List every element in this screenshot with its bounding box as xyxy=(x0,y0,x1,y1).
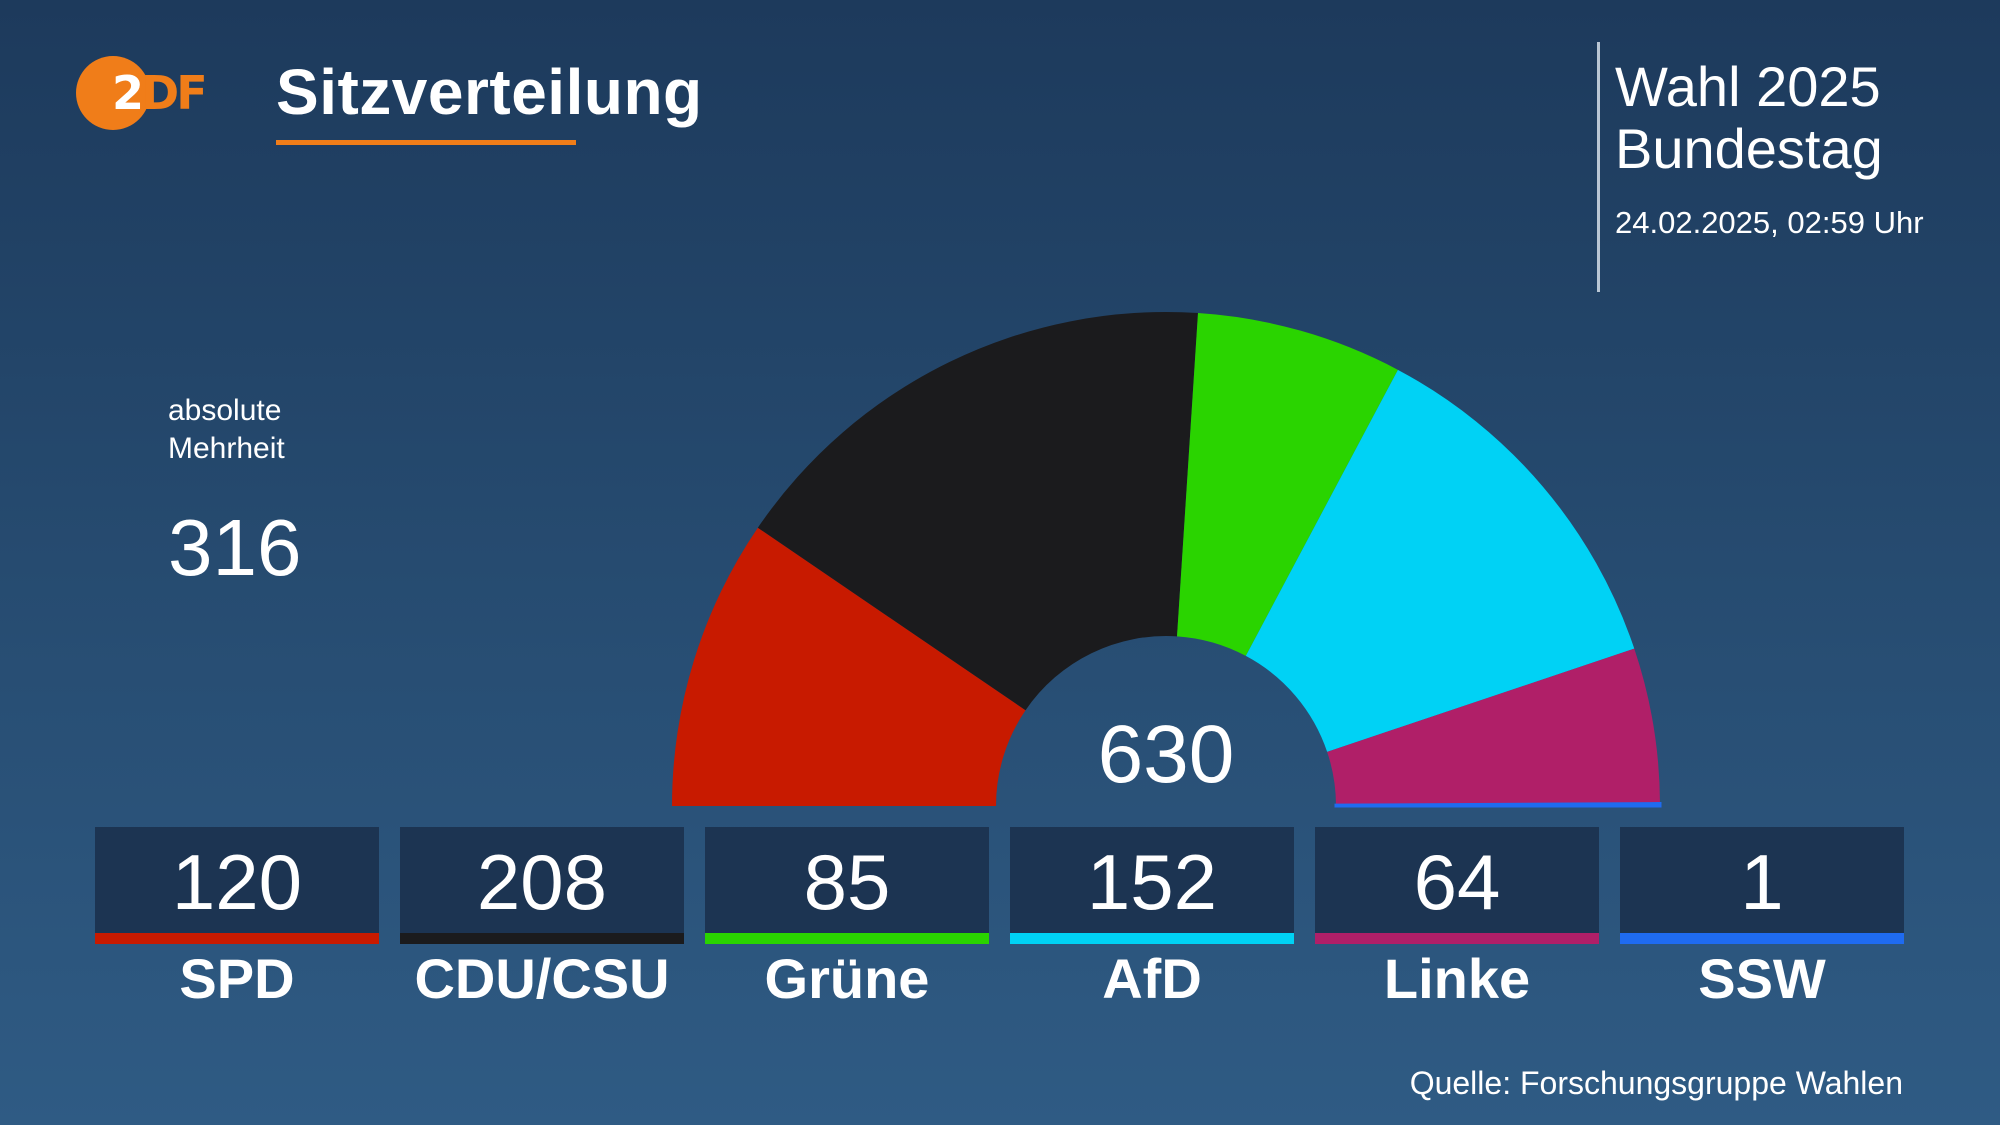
seat-segment-afd xyxy=(1245,369,1635,752)
party-card-cdu-csu: 208 CDU/CSU xyxy=(400,827,684,1010)
party-card-box xyxy=(95,827,379,933)
party-name: AfD xyxy=(1102,947,1202,1010)
majority-label-line-1: absolute xyxy=(168,394,282,427)
logo-wordmark: 2DF xyxy=(112,64,208,122)
logo-wordmark-letters: DF xyxy=(141,66,208,120)
party-card-afd: 152 AfD xyxy=(1010,827,1294,1010)
election-line-2: Bundestag xyxy=(1615,117,1883,180)
chart-segments xyxy=(672,312,1662,808)
party-card-ssw: 1 SSW xyxy=(1620,827,1904,1010)
seat-segment-gr-ne xyxy=(1177,313,1398,656)
source-note: Quelle: Forschungsgruppe Wahlen xyxy=(1409,1065,1903,1101)
party-color-bar xyxy=(400,933,684,944)
logo-wordmark-digit: 2 xyxy=(112,66,144,120)
party-color-bar xyxy=(1315,933,1599,944)
party-seat-count: 64 xyxy=(1413,838,1501,926)
party-card-box xyxy=(1620,827,1904,933)
election-info: Wahl 2025 Bundestag xyxy=(1615,56,1883,180)
total-seats-label: 630 xyxy=(1098,709,1235,800)
logo-circle-icon xyxy=(76,56,150,130)
party-color-bar xyxy=(705,933,989,944)
majority-label: absolute Mehrheit xyxy=(168,392,368,468)
majority-label-line-2: Mehrheit xyxy=(168,432,285,465)
party-name: Linke xyxy=(1383,947,1531,1010)
party-seat-count: 120 xyxy=(171,838,303,926)
header-divider xyxy=(1597,42,1600,292)
party-seat-count: 1 xyxy=(1740,838,1784,926)
party-seat-count: 208 xyxy=(476,838,608,926)
party-color-bar xyxy=(1620,933,1904,944)
seat-segment-cdu-csu xyxy=(757,312,1198,711)
party-card-box xyxy=(705,827,989,933)
seat-segment-spd xyxy=(672,527,1026,806)
party-name: SSW xyxy=(1698,947,1826,1010)
party-card-box xyxy=(1315,827,1599,933)
party-card-linke: 64 Linke xyxy=(1315,827,1599,1010)
election-line-1: Wahl 2025 xyxy=(1615,55,1881,118)
zdf-logo: 2DF xyxy=(76,56,208,130)
party-card-gr-ne: 85 Grüne xyxy=(705,827,989,1010)
party-color-bar xyxy=(95,933,379,944)
title-underline xyxy=(276,140,576,145)
party-seat-count: 152 xyxy=(1086,838,1218,926)
party-name: SPD xyxy=(179,947,295,1010)
page-title: Sitzverteilung xyxy=(276,56,703,128)
seat-segment-linke xyxy=(1327,648,1660,806)
seat-segment-ssw xyxy=(1334,802,1662,808)
party-card-spd: 120 SPD xyxy=(95,827,379,1010)
party-seat-count: 85 xyxy=(803,838,891,926)
party-color-bar xyxy=(1010,933,1294,944)
party-name: CDU/CSU xyxy=(414,947,670,1010)
majority-value: 316 xyxy=(168,503,302,592)
party-card-box xyxy=(400,827,684,933)
party-card-box xyxy=(1010,827,1294,933)
timestamp: 24.02.2025, 02:59 Uhr xyxy=(1615,205,1924,240)
party-name: Grüne xyxy=(764,947,930,1010)
